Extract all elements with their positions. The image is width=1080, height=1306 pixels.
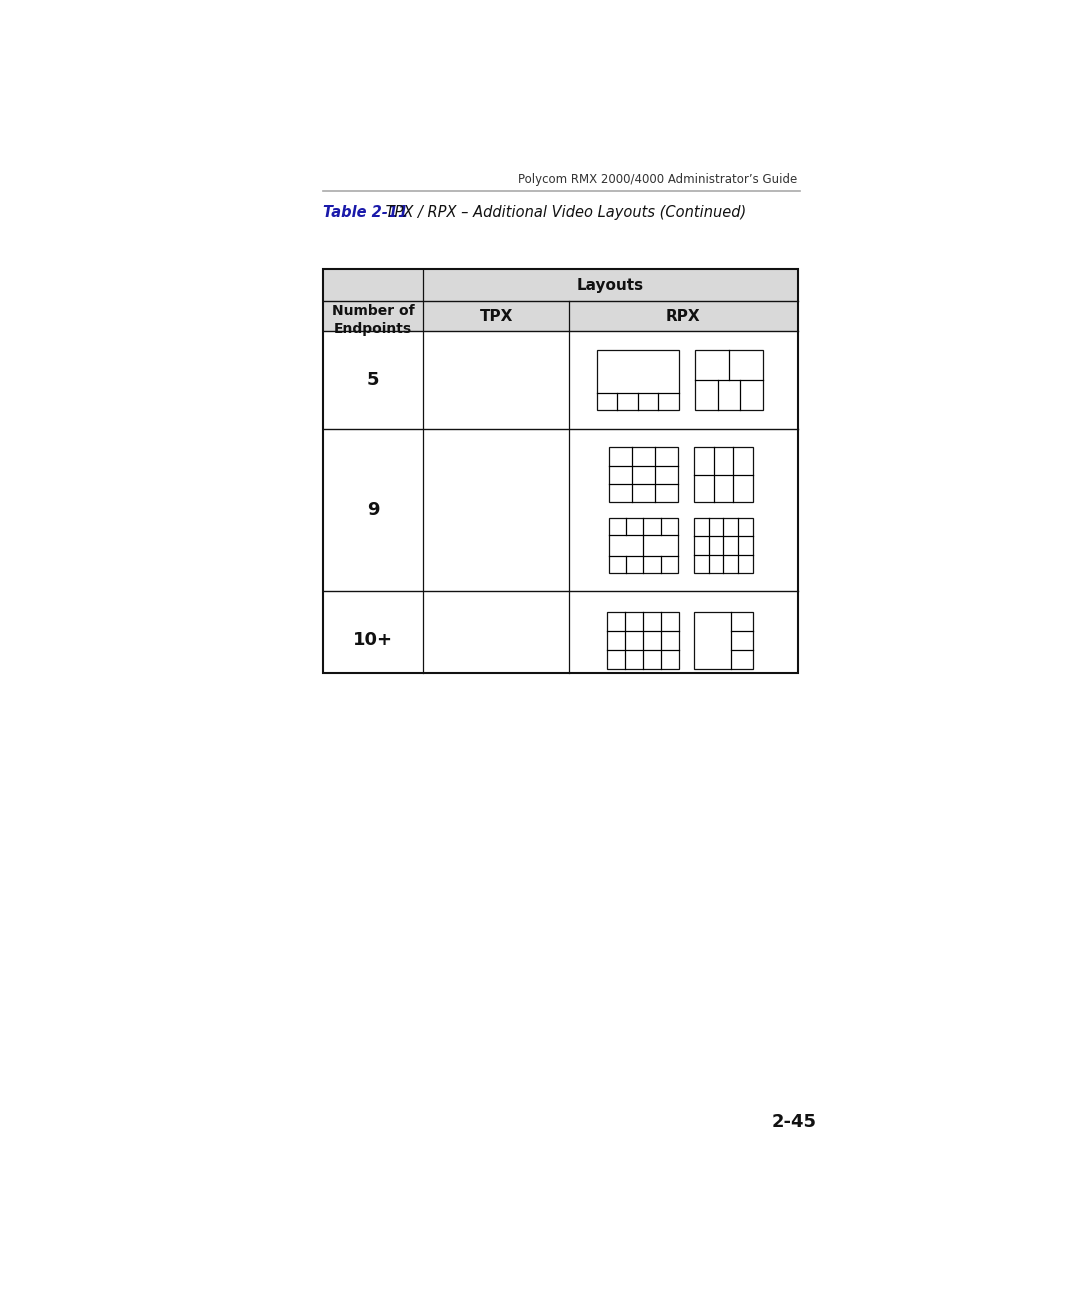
Text: Table 2-11: Table 2-11 xyxy=(323,205,407,219)
Bar xyxy=(607,611,678,669)
Bar xyxy=(609,448,678,503)
Text: 5: 5 xyxy=(367,371,379,389)
Bar xyxy=(323,269,798,674)
Bar xyxy=(694,518,753,573)
Text: Number of
Endpoints: Number of Endpoints xyxy=(332,304,415,336)
Bar xyxy=(323,302,798,330)
Bar xyxy=(323,330,798,430)
Bar xyxy=(323,592,798,690)
Text: Layouts: Layouts xyxy=(577,278,644,293)
Text: TPX: TPX xyxy=(480,308,513,324)
Bar xyxy=(323,430,798,592)
Bar xyxy=(596,350,678,410)
Text: 9: 9 xyxy=(367,502,379,520)
Bar xyxy=(609,518,678,573)
Bar xyxy=(323,269,423,330)
Text: RPX: RPX xyxy=(666,308,701,324)
Text: 10+: 10+ xyxy=(353,631,393,649)
Bar xyxy=(694,448,753,503)
Text: Polycom RMX 2000/4000 Administrator’s Guide: Polycom RMX 2000/4000 Administrator’s Gu… xyxy=(518,174,798,187)
Bar xyxy=(694,611,754,669)
Text: TPX / RPX – Additional Video Layouts (Continued): TPX / RPX – Additional Video Layouts (Co… xyxy=(381,205,746,219)
Bar xyxy=(323,269,798,302)
Bar xyxy=(696,350,762,410)
Text: 2-45: 2-45 xyxy=(771,1113,816,1131)
